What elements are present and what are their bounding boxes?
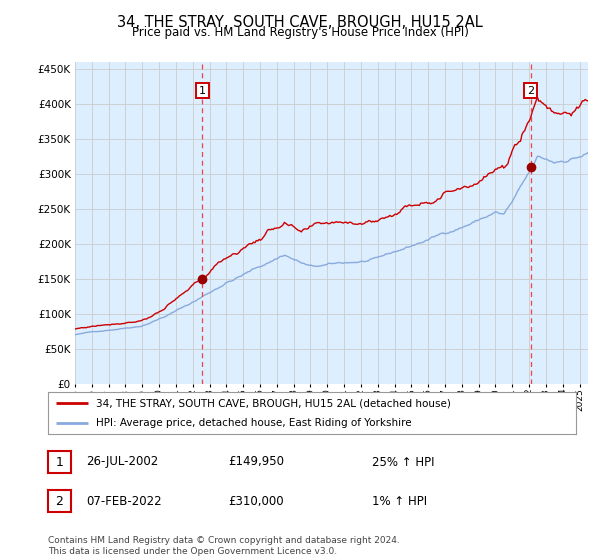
Text: Contains HM Land Registry data © Crown copyright and database right 2024.
This d: Contains HM Land Registry data © Crown c… (48, 536, 400, 556)
Text: 26-JUL-2002: 26-JUL-2002 (86, 455, 158, 469)
Text: Price paid vs. HM Land Registry's House Price Index (HPI): Price paid vs. HM Land Registry's House … (131, 26, 469, 39)
Text: 2: 2 (527, 86, 534, 96)
Text: 34, THE STRAY, SOUTH CAVE, BROUGH, HU15 2AL (detached house): 34, THE STRAY, SOUTH CAVE, BROUGH, HU15 … (95, 398, 451, 408)
Text: 1: 1 (199, 86, 206, 96)
Text: 1: 1 (55, 455, 64, 469)
Text: 34, THE STRAY, SOUTH CAVE, BROUGH, HU15 2AL: 34, THE STRAY, SOUTH CAVE, BROUGH, HU15 … (117, 15, 483, 30)
Text: £149,950: £149,950 (228, 455, 284, 469)
Text: 07-FEB-2022: 07-FEB-2022 (86, 494, 161, 508)
Text: 2: 2 (55, 494, 64, 508)
Text: HPI: Average price, detached house, East Riding of Yorkshire: HPI: Average price, detached house, East… (95, 418, 411, 428)
Text: 25% ↑ HPI: 25% ↑ HPI (372, 455, 434, 469)
Text: £310,000: £310,000 (228, 494, 284, 508)
Text: 1% ↑ HPI: 1% ↑ HPI (372, 494, 427, 508)
